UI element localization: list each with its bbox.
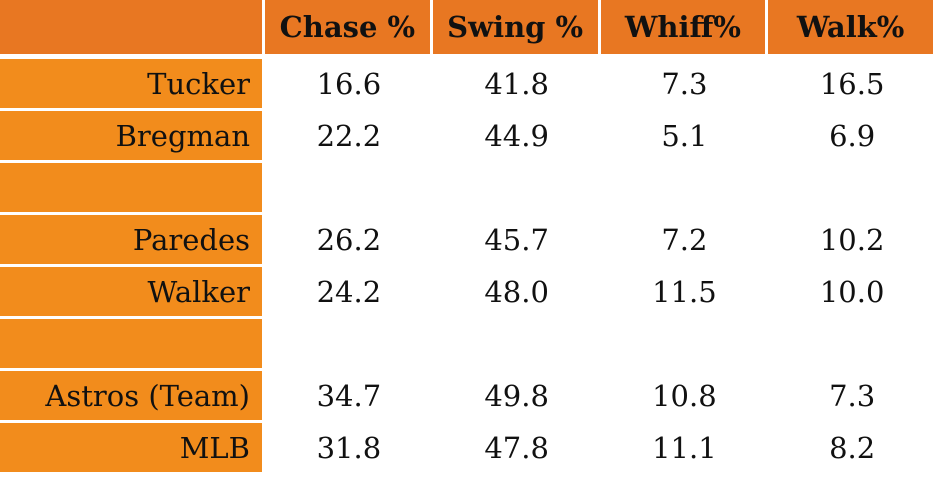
table-cell: [432, 319, 601, 371]
table-row-spacer: [0, 163, 936, 215]
table-cell: [432, 163, 601, 215]
table-cell: 16.5: [768, 59, 936, 111]
table-cell: 47.8: [432, 423, 601, 475]
table-row: Walker 24.2 48.0 11.5 10.0: [0, 267, 936, 319]
header-corner-cell: [0, 0, 265, 59]
table-header: Chase % Swing % Whiff% Walk%: [0, 0, 936, 59]
table-cell: 34.7: [265, 371, 433, 423]
table-cell: 10.8: [600, 371, 769, 423]
table-cell: 26.2: [265, 215, 433, 267]
table-cell: [768, 163, 936, 215]
table-cell: [265, 319, 433, 371]
column-header-chase: Chase %: [265, 0, 433, 59]
row-label: MLB: [0, 423, 265, 475]
table-cell: 7.3: [600, 59, 769, 111]
table-cell: 16.6: [265, 59, 433, 111]
table-cell: 22.2: [265, 111, 433, 163]
table-cell: 10.0: [768, 267, 936, 319]
table-cell: 5.1: [600, 111, 769, 163]
table-row: Astros (Team) 34.7 49.8 10.8 7.3: [0, 371, 936, 423]
table-body: Tucker 16.6 41.8 7.3 16.5 Bregman 22.2 4…: [0, 59, 936, 475]
table-cell: 44.9: [432, 111, 601, 163]
table-cell: 45.7: [432, 215, 601, 267]
table-row: Paredes 26.2 45.7 7.2 10.2: [0, 215, 936, 267]
table-cell: 49.8: [432, 371, 601, 423]
row-label: Tucker: [0, 59, 265, 111]
table-cell: 41.8: [432, 59, 601, 111]
row-label: [0, 319, 265, 371]
table-cell: [265, 163, 433, 215]
table-cell: 11.1: [600, 423, 769, 475]
table-cell: 8.2: [768, 423, 936, 475]
table-cell: [600, 319, 769, 371]
column-header-walk: Walk%: [768, 0, 936, 59]
row-label: Walker: [0, 267, 265, 319]
row-label: Bregman: [0, 111, 265, 163]
table-cell: 7.2: [600, 215, 769, 267]
row-label: Astros (Team): [0, 371, 265, 423]
table-row: MLB 31.8 47.8 11.1 8.2: [0, 423, 936, 475]
table-row: Tucker 16.6 41.8 7.3 16.5: [0, 59, 936, 111]
table-cell: 31.8: [265, 423, 433, 475]
column-header-swing: Swing %: [432, 0, 601, 59]
table-cell: 10.2: [768, 215, 936, 267]
table-row: Bregman 22.2 44.9 5.1 6.9: [0, 111, 936, 163]
row-label: Paredes: [0, 215, 265, 267]
plate-discipline-table: Chase % Swing % Whiff% Walk% Tucker 16.6…: [0, 0, 936, 475]
table-cell: 6.9: [768, 111, 936, 163]
table-cell: 24.2: [265, 267, 433, 319]
column-header-whiff: Whiff%: [600, 0, 769, 59]
table-row-spacer: [0, 319, 936, 371]
table-cell: 48.0: [432, 267, 601, 319]
row-label: [0, 163, 265, 215]
table-cell: [768, 319, 936, 371]
header-row: Chase % Swing % Whiff% Walk%: [0, 0, 936, 59]
table-cell: 11.5: [600, 267, 769, 319]
table-cell: [600, 163, 769, 215]
table-cell: 7.3: [768, 371, 936, 423]
